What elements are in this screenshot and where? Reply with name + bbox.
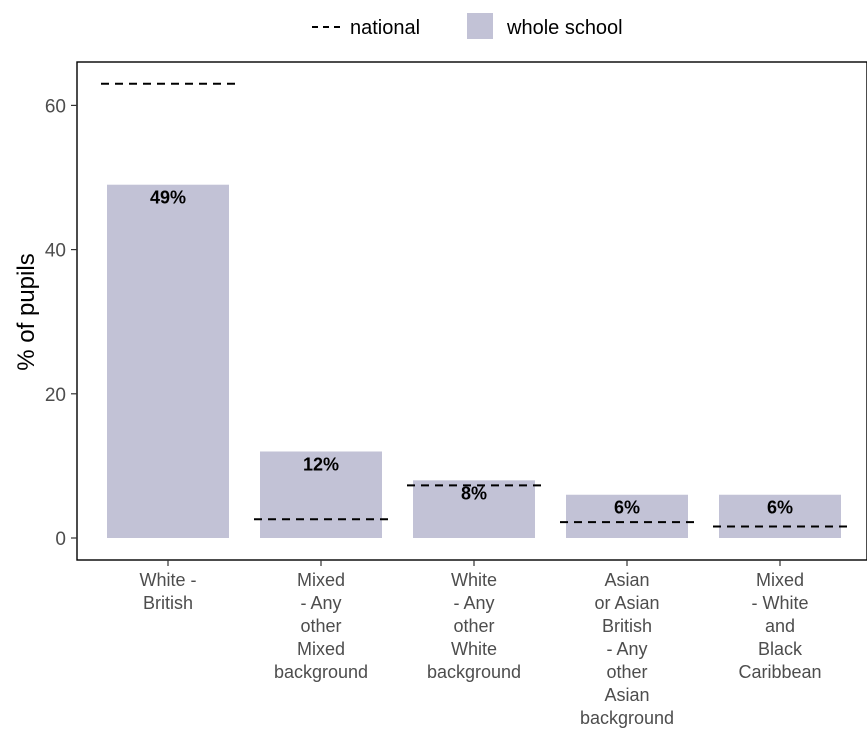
legend-whole-school-label: whole school [506, 17, 623, 39]
x-tick-label-3: Asian or Asian British - Any other Asian backg… [580, 570, 674, 728]
data-label-2: 8% [461, 483, 487, 503]
bar-3 [566, 494, 688, 538]
data-label-0: 49% [150, 188, 186, 208]
y-tick-label-2: 40 [45, 241, 66, 262]
legend: national whole school [312, 13, 623, 39]
y-tick-label-1: 20 [45, 385, 66, 406]
data-labels: 49% 12% 8% 6% 6% [150, 188, 793, 518]
x-tick-label-2: White - Any other White background [427, 570, 521, 682]
data-label-1: 12% [303, 454, 339, 474]
bars [107, 184, 841, 538]
x-tick-label-4: Mixed - White and Black Caribbean [738, 570, 821, 682]
bar-1 [260, 451, 382, 538]
x-tick-label-0: White -British [139, 570, 196, 613]
y-tick-label-3: 60 [45, 96, 66, 117]
x-axis: White -British Mixed - Any other Mixed backgr… [139, 560, 822, 728]
legend-whole-school-swatch [467, 13, 493, 39]
data-label-3: 6% [614, 498, 640, 518]
bar-4 [719, 494, 841, 538]
bar-0 [107, 184, 229, 538]
y-tick-label-0: 0 [55, 529, 66, 550]
data-label-4: 6% [767, 498, 793, 518]
plot-panel [76, 61, 867, 561]
x-tick-label-1: Mixed - Any other Mixed background [274, 570, 368, 682]
bar-2 [413, 480, 535, 538]
y-axis: 0 20 40 60 [45, 96, 77, 550]
legend-national-label: national [350, 17, 420, 39]
y-axis-title: % of pupils [13, 253, 40, 370]
